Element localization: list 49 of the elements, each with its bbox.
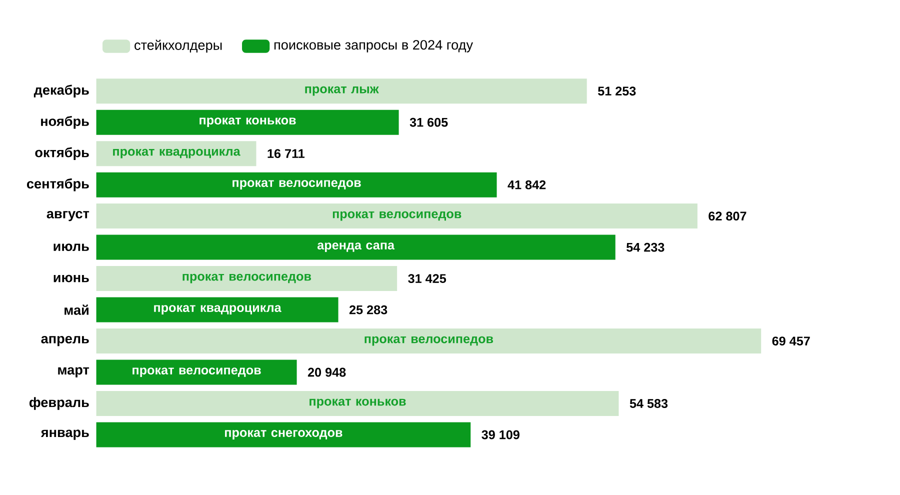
- annotation: прокат велосипедов: [182, 274, 311, 284]
- legend-label: стейкхолдеры: [134, 40, 222, 53]
- y-tick-label: ноябрь: [41, 116, 89, 129]
- y-tick-label: май: [64, 304, 88, 315]
- annotation: прокат велосипедов: [232, 180, 361, 190]
- annotation: прокат велосипедов: [332, 211, 462, 221]
- data-label: 51 253: [598, 86, 636, 96]
- y-tick-label: август: [46, 211, 90, 222]
- data-label: 25 283: [349, 305, 388, 314]
- annotation: прокат снегоходов: [225, 430, 342, 440]
- y-tick-label: апрель: [41, 336, 89, 346]
- annotation: аренда сапа: [317, 242, 395, 252]
- bar: [96, 391, 619, 416]
- annotation: прокат квадроцикла: [113, 148, 240, 158]
- annotation: прокат квадроцикла: [154, 305, 282, 315]
- bar: [96, 422, 471, 448]
- data-label: 16 711: [268, 149, 305, 158]
- annotation: прокат велосипедов: [364, 336, 494, 346]
- data-label: 54 583: [630, 399, 668, 408]
- y-tick-label: октябрь: [35, 147, 89, 160]
- data-label: 31 605: [410, 118, 448, 127]
- y-tick-label: июнь: [54, 274, 89, 282]
- annotation: прокат коньков: [200, 118, 296, 128]
- data-label: 20 948: [308, 368, 346, 377]
- y-tick-label: декабрь: [34, 84, 89, 98]
- data-label: 41 842: [508, 180, 546, 190]
- annotation: прокат велосипедов: [132, 368, 261, 378]
- data-label: 31 425: [408, 274, 446, 284]
- y-tick-label: сентябрь: [26, 178, 89, 192]
- bar: [96, 110, 399, 135]
- bar: [96, 328, 762, 354]
- annotation: прокат лыж: [305, 86, 379, 96]
- data-label: 39 109: [482, 430, 520, 440]
- bar: [96, 234, 616, 260]
- bar: [96, 360, 297, 385]
- bar: [96, 297, 338, 322]
- bar: [96, 172, 497, 198]
- data-label: 54 233: [626, 242, 664, 252]
- data-label: 62 807: [708, 212, 746, 221]
- annotation: прокат коньков: [310, 398, 406, 408]
- bar: [96, 266, 398, 292]
- y-tick-label: январь: [40, 430, 89, 440]
- y-tick-label: март: [58, 367, 90, 378]
- legend-label: поисковые запросы в 2024 году: [274, 40, 473, 52]
- y-tick-label: июль: [54, 244, 89, 252]
- bar: [96, 78, 587, 104]
- data-label: 69 457: [772, 336, 810, 346]
- bar: [96, 204, 698, 229]
- y-tick-label: февраль: [30, 397, 89, 410]
